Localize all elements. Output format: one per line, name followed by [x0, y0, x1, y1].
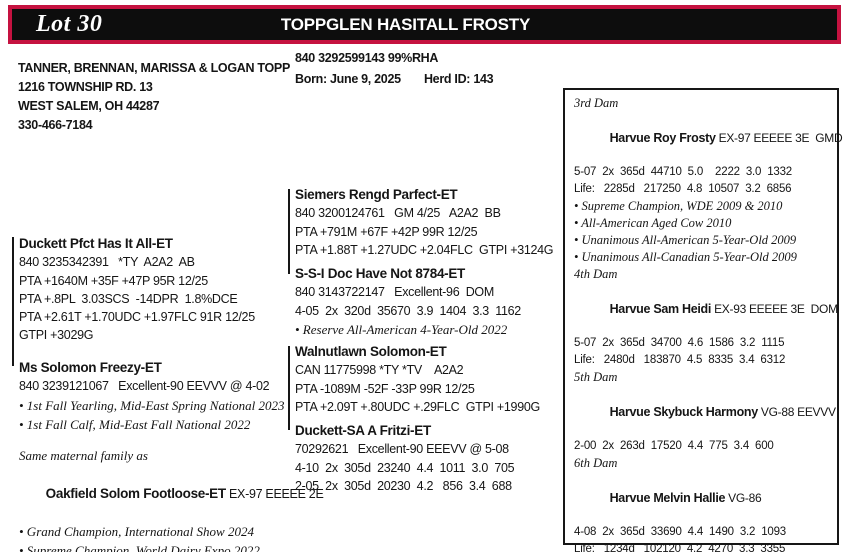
lot-header-inner: Lot 30 TOPPGLEN HASITALL FROSTY: [12, 9, 837, 40]
show-award-bullet: • Reserve All-American 4-Year-Old 2022: [295, 321, 508, 337]
family-cow-name: Oakfield Solom Footloose-ET: [45, 486, 226, 501]
consignor-address-line1: 1216 TOWNSHIP RD. 13: [18, 80, 153, 94]
dam-id-line: 840 3239121067 Excellent-90 EEVVV @ 4-02: [19, 379, 270, 394]
birth-date: Born: June 9, 2025: [295, 72, 401, 86]
maternal-family-block: Same maternal family as Oakfield Solom F…: [19, 446, 324, 552]
family-note-lead: Same maternal family as: [19, 448, 148, 463]
dam-sire-pta-line: PTA +2.09T +.80UDC +.29FLC GTPI +1990G: [295, 399, 540, 414]
show-award-bullet: • Unanimous All-Canadian 5-Year-Old 2009: [574, 250, 797, 264]
dam-block: Ms Solomon Freezy-ET 840 3239121067 Exce…: [19, 359, 289, 434]
consignor-name: TANNER, BRENNAN, MARISSA & LOGAN TOPP: [18, 61, 291, 75]
dam-cow-score: VG-88 EEVVV: [757, 405, 836, 419]
animal-registration-line: 840 3292599143 99%RHA: [295, 51, 439, 65]
sire-gtpi-line: GTPI +3029G: [19, 328, 94, 343]
consignor-phone: 330-466-7184: [18, 118, 93, 132]
dam-sire-block: Walnutlawn Solomon-ET CAN 11775998 *TY *…: [295, 343, 565, 416]
dam-section-5th: 5th Dam Harvue Skybuck Harmony VG-88 EEV…: [574, 369, 836, 455]
show-award-bullet: • 1st Fall Yearling, Mid-East Spring Nat…: [19, 397, 285, 413]
dam-record-line: 5-07 2x 365d 44710 5.0 2222 3.0 1332: [574, 166, 792, 178]
sire-pta-line: PTA +2.61T +1.70UDC +1.97FLC 91R 12/25: [19, 310, 255, 325]
dam-generation-label: 6th Dam: [574, 456, 618, 470]
dam-dam-id-line: 70292621 Excellent-90 EEEVV @ 5-08: [295, 442, 509, 457]
dam-name-line: Harvue Sam Heidi EX-93 EEEEE 3E DOM: [574, 283, 839, 335]
dam-name-line: Harvue Roy Frosty EX-97 EEEEE 3E GMD: [574, 112, 843, 164]
dam-dam-record-line: 4-10 2x 305d 23240 4.4 1011 3.0 705: [295, 460, 515, 475]
sire-sire-pta-line: PTA +791M +67F +42P 99R 12/25: [295, 224, 478, 239]
animal-name-title: TOPPGLEN HASITALL FROSTY: [280, 14, 531, 34]
dam-generation-label: 3rd Dam: [574, 96, 619, 110]
dam-record-line: 2-00 2x 263d 17520 4.4 775 3.4 600: [574, 440, 774, 452]
show-award-bullet: • All-American Aged Cow 2010: [574, 216, 732, 230]
dam-cow-name: Harvue Roy Frosty: [609, 131, 716, 145]
dam-cow-name: Harvue Skybuck Harmony: [609, 405, 759, 419]
sire-sire-block: Siemers Rengd Parfect-ET 840 3200124761 …: [295, 186, 565, 259]
dam-record-line: 5-07 2x 365d 34700 4.6 1586 3.2 1115: [574, 337, 785, 349]
sire-dam-block: S-S-I Doc Have Not 8784-ET 840 314372214…: [295, 265, 565, 339]
pedigree-bracket-sire-dam: [12, 237, 14, 366]
family-note-name-line: Oakfield Solom Footloose-ET EX-97 EEEEE …: [19, 465, 324, 522]
show-award-bullet: • Grand Champion, International Show 202…: [19, 524, 254, 540]
dam-cow-score: EX-97 EEEEE 3E GMD: [715, 131, 843, 145]
sire-pta-line: PTA +1640M +35F +47P 95R 12/25: [19, 273, 208, 288]
dam-cow-score: EX-93 EEEEE 3E DOM: [711, 302, 838, 316]
animal-info-block: 840 3292599143 99%RHA Born: June 9, 2025…: [295, 48, 494, 90]
show-award-bullet: • 1st Fall Calf, Mid-East Fall National …: [19, 416, 251, 432]
dam-dam-name: Duckett-SA A Fritzi-ET: [295, 423, 431, 438]
herd-id: Herd ID: 143: [423, 72, 494, 86]
dam-cow-name: Harvue Melvin Hallie: [609, 491, 726, 505]
sire-sire-name: Siemers Rengd Parfect-ET: [295, 187, 458, 202]
dam-record-line: 4-08 2x 365d 33690 4.4 1490 3.2 1093: [574, 526, 786, 538]
sire-block: Duckett Pfct Has It All-ET 840 323534239…: [19, 235, 289, 345]
dam-cow-name: Harvue Sam Heidi: [609, 302, 712, 316]
animal-birth-line: Born: June 9, 2025 Herd ID: 143: [295, 69, 494, 90]
dam-sire-name: Walnutlawn Solomon-ET: [295, 344, 447, 359]
dam-section-4th: 4th Dam Harvue Sam Heidi EX-93 EEEEE 3E …: [574, 266, 839, 369]
dam-record-line: Life: 1234d 102120 4.2 4270 3.3 3355: [574, 543, 786, 552]
dam-sire-pta-line: PTA -1089M -52F -33P 99R 12/25: [295, 381, 475, 396]
sire-sire-pta-line: PTA +1.88T +1.27UDC +2.04FLC GTPI +3124G: [295, 242, 554, 257]
dam-name-line: Harvue Melvin Hallie VG-86: [574, 472, 828, 524]
consignor-address-line2: WEST SALEM, OH 44287: [18, 99, 160, 113]
sire-pta-line: PTA +.8PL 3.03SCS -14DPR 1.8%DCE: [19, 291, 238, 306]
sire-dam-id-line: 840 3143722147 Excellent-96 DOM: [295, 285, 494, 300]
lot-number: Lot 30: [36, 10, 103, 37]
dam-record-line: Life: 2285d 217250 4.8 10507 3.2 6856: [574, 183, 792, 195]
consignor-block: TANNER, BRENNAN, MARISSA & LOGAN TOPP 12…: [18, 59, 290, 135]
dam-record-line: Life: 2480d 183870 4.5 8335 3.4 6312: [574, 354, 786, 366]
lot-header-bar: Lot 30 TOPPGLEN HASITALL FROSTY: [8, 5, 841, 44]
dam-dam-block: Duckett-SA A Fritzi-ET 70292621 Excellen…: [295, 422, 565, 495]
dam-cow-score: VG-86: [725, 491, 762, 505]
dam-generation-label: 4th Dam: [574, 267, 618, 281]
dam-generation-label: 5th Dam: [574, 370, 618, 384]
dam-name-line: Harvue Skybuck Harmony VG-88 EEVVV: [574, 386, 836, 438]
pedigree-bracket-sire-parents: [288, 189, 290, 274]
family-cow-score: EX-97 EEEEE 2E: [225, 487, 324, 501]
dam-section-3rd: 3rd Dam Harvue Roy Frosty EX-97 EEEEE 3E…: [574, 95, 843, 266]
pedigree-bracket-dam-parents: [288, 346, 290, 430]
dam-section-6th: 6th Dam Harvue Melvin Hallie VG-86 4-08 …: [574, 455, 828, 552]
sire-dam-name: S-S-I Doc Have Not 8784-ET: [295, 266, 466, 281]
sire-dam-record-line: 4-05 2x 320d 35670 3.9 1404 3.3 1162: [295, 303, 521, 318]
show-award-bullet: • Supreme Champion, WDE 2009 & 2010: [574, 199, 783, 213]
show-award-bullet: • Supreme Champion, World Dairy Expo 202…: [19, 543, 260, 552]
dam-dam-record-line: 2-05 2x 305d 20230 4.2 856 3.4 688: [295, 478, 512, 493]
sire-sire-id-line: 840 3200124761 GM 4/25 A2A2 BB: [295, 206, 501, 221]
dam-name: Ms Solomon Freezy-ET: [19, 360, 162, 375]
sire-id-line: 840 3235342391 *TY A2A2 AB: [19, 255, 195, 270]
dam-sire-id-line: CAN 11775998 *TY *TV A2A2: [295, 363, 464, 378]
maternal-line-box: 3rd Dam Harvue Roy Frosty EX-97 EEEEE 3E…: [563, 88, 843, 552]
sire-name: Duckett Pfct Has It All-ET: [19, 236, 173, 251]
show-award-bullet: • Unanimous All-American 5-Year-Old 2009: [574, 233, 797, 247]
